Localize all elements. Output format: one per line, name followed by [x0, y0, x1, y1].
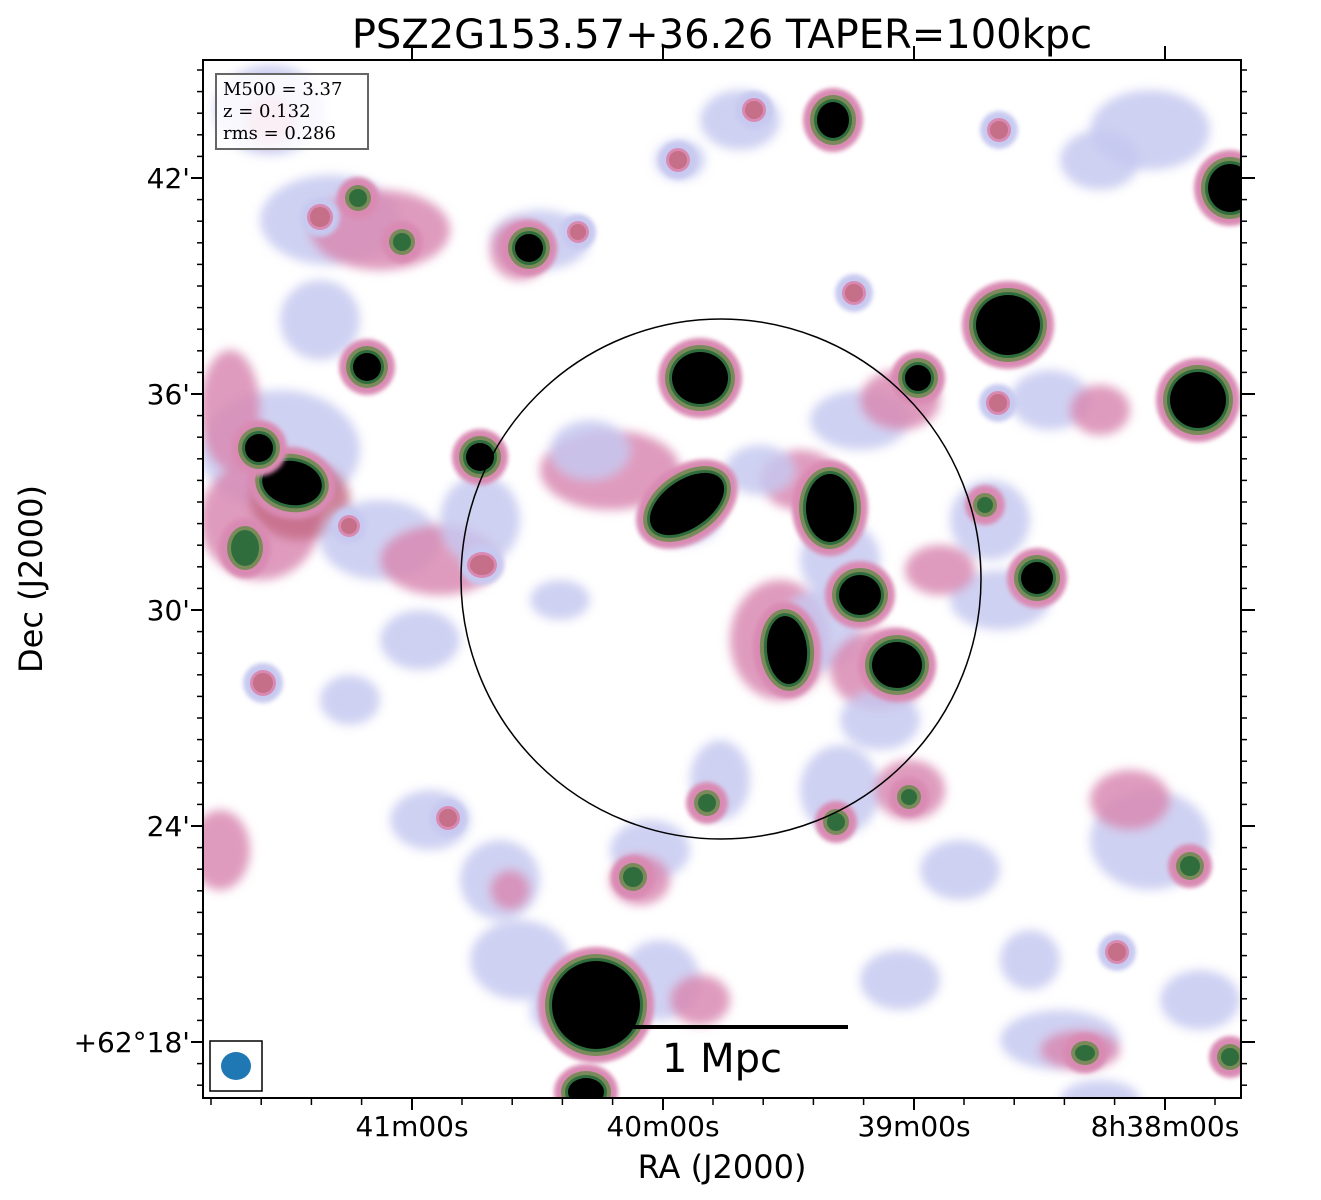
x-tick-label: 40m00s [606, 1110, 719, 1143]
x-tick-label: 8h38m00s [1091, 1110, 1240, 1143]
emission-blob [1060, 1080, 1140, 1098]
radio-source [331, 508, 367, 544]
figure-title: PSZ2G153.57+36.26 TAPER=100kpc [352, 12, 1092, 58]
emission-blob [490, 870, 530, 910]
emission-blob [280, 280, 360, 360]
radio-source [243, 663, 283, 703]
radio-source [962, 281, 1054, 369]
emission-blob [725, 445, 795, 495]
radio-source [891, 351, 945, 405]
radio-source [889, 777, 929, 817]
radio-source [1063, 1033, 1107, 1073]
radio-source [538, 947, 654, 1063]
emission-blob [203, 810, 250, 890]
radio-source [560, 214, 596, 250]
emission-blob [380, 610, 460, 670]
radio-source [219, 518, 271, 578]
radio-source [686, 782, 728, 824]
radio-source [429, 799, 467, 837]
emission-blob [905, 545, 975, 595]
y-tick-label: 42' [147, 162, 190, 195]
radio-source [752, 602, 822, 698]
emission-blob [440, 475, 520, 565]
info-box: M500 = 3.37 z = 0.132 rms = 0.286 [215, 73, 369, 150]
radio-source [300, 197, 340, 237]
radio-source [554, 1064, 618, 1098]
radio-source [658, 338, 742, 418]
axis-ticks [191, 46, 1255, 1110]
beam-box [209, 1040, 263, 1092]
radio-source [735, 91, 773, 129]
radio-source [636, 459, 738, 549]
x-tick-label: 41m00s [355, 1110, 468, 1143]
radio-source [231, 420, 287, 476]
point-sources [219, 88, 1241, 1098]
radio-source [835, 274, 873, 312]
radio-source [452, 429, 508, 485]
radio-source [1156, 358, 1240, 442]
emission-blob [320, 675, 380, 725]
emission-blob [530, 580, 590, 620]
y-tick-label: 36' [147, 378, 190, 411]
radio-source [979, 384, 1017, 422]
radio-source [1007, 548, 1067, 608]
x-tick-labels: 41m00s 40m00s 39m00s 8h38m00s [355, 1110, 1239, 1143]
emission-blob [920, 840, 1000, 900]
x-tick-label: 39m00s [857, 1110, 970, 1143]
y-axis-label: Dec (J2000) [12, 485, 50, 673]
radio-source [1194, 150, 1241, 226]
radio-source [965, 485, 1005, 525]
radio-source [803, 88, 863, 152]
radio-image [203, 60, 1241, 1098]
emission-blob [860, 950, 940, 1010]
radio-source [1098, 933, 1136, 971]
rms-value: rms = 0.286 [223, 123, 336, 144]
emission-blob [670, 975, 730, 1025]
r500-circle [460, 318, 982, 840]
emission-blob [1090, 770, 1170, 830]
radio-source [501, 220, 557, 276]
emission-blob [1160, 970, 1240, 1030]
y-tick-label: 30' [147, 594, 190, 627]
emission-blob [1060, 130, 1140, 190]
radio-source [381, 221, 423, 263]
scale-bar-label: 1 Mpc [662, 1036, 782, 1082]
emission-blob [1070, 385, 1130, 435]
radio-source [339, 339, 395, 395]
radio-source [460, 545, 504, 585]
radio-source [825, 561, 895, 629]
radio-source [611, 855, 655, 899]
plot-frame [202, 59, 1242, 1099]
radio-source [1168, 844, 1212, 888]
radio-source [980, 111, 1018, 149]
radio-source [815, 801, 857, 843]
x-axis-label: RA (J2000) [638, 1148, 807, 1186]
beam-ellipse [221, 1052, 251, 1080]
redshift-value: z = 0.132 [223, 101, 311, 122]
m500-value: M500 = 3.37 [223, 79, 342, 100]
y-tick-label: 24' [147, 810, 190, 843]
radio-source [792, 460, 868, 556]
emission-blob [550, 420, 630, 480]
y-tick-label: +62°18' [74, 1026, 190, 1059]
emission-blob [1000, 930, 1060, 990]
y-tick-labels: 42' 36' 30' 24' +62°18' [74, 162, 190, 1059]
radio-source [858, 628, 936, 702]
radio-source [659, 141, 697, 179]
radio-source [337, 177, 379, 219]
emission-blob [840, 690, 920, 750]
radio-source [1209, 1036, 1241, 1078]
emission-blob [1010, 370, 1090, 430]
